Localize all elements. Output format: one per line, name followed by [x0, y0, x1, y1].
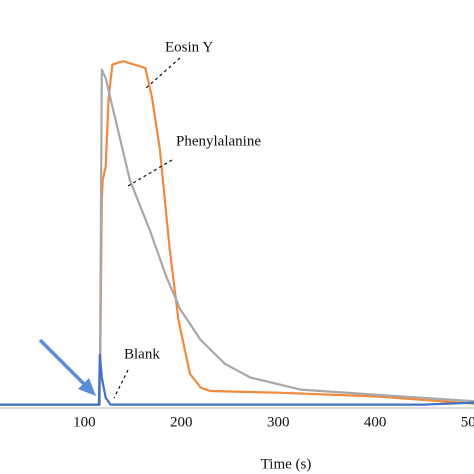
leader-line: [145, 57, 181, 89]
x-tick-label: 200: [170, 414, 193, 430]
x-tick-label: 100: [73, 414, 96, 430]
x-tick-label: 300: [267, 414, 290, 430]
series-line: [0, 60, 474, 406]
leader-line: [113, 369, 129, 399]
series-label: Phenylalanine: [176, 133, 261, 149]
arrow: [38, 338, 88, 388]
arrow-head: [78, 378, 96, 396]
series-line: [0, 68, 474, 406]
x-tick-label: 500: [461, 414, 474, 430]
x-axis-label: Time (s): [261, 456, 312, 472]
series-label: Blank: [124, 346, 160, 362]
x-tick-label: 400: [364, 414, 387, 430]
series-label: Eosin Y: [165, 39, 213, 55]
series-line: [0, 353, 474, 406]
leader-line: [127, 159, 173, 187]
